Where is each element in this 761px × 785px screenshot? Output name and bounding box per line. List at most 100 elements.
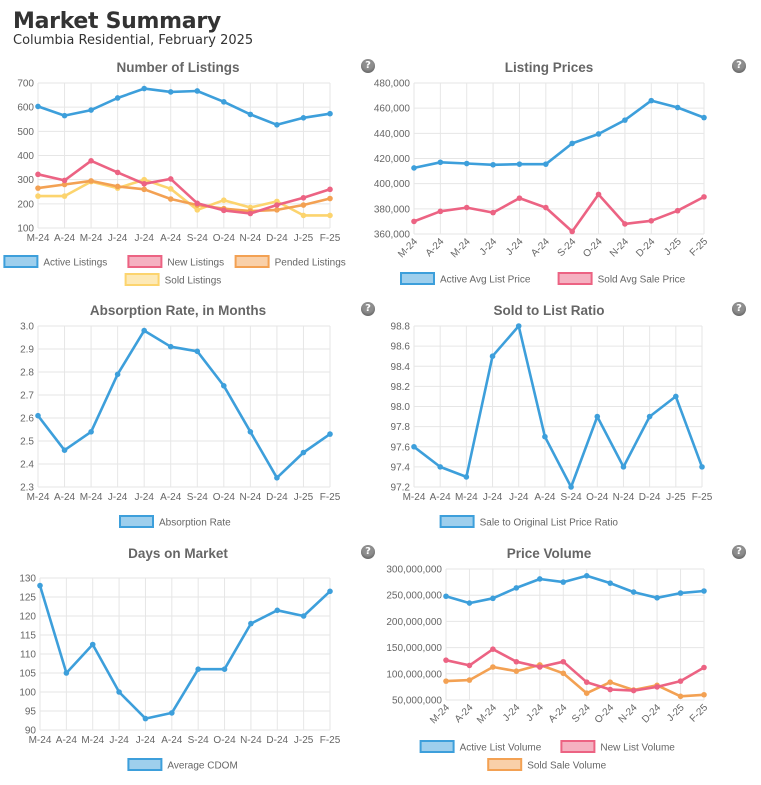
y-tick-label: 700 xyxy=(17,79,34,90)
legend-item: New Listings xyxy=(127,255,224,269)
data-point xyxy=(61,112,68,119)
x-tick-label: S-24 xyxy=(187,233,209,244)
data-point xyxy=(221,383,227,389)
data-point xyxy=(141,176,147,183)
y-tick-label: 95 xyxy=(25,707,37,718)
x-tick-label: M-24 xyxy=(29,735,52,746)
y-tick-label: 98.0 xyxy=(391,402,411,413)
chart-title: Price Volume xyxy=(507,546,592,561)
data-point xyxy=(513,585,520,591)
x-tick-label: S-24 xyxy=(556,236,579,259)
data-point xyxy=(327,195,333,202)
x-tick-label: J-24 xyxy=(483,492,503,503)
data-point xyxy=(463,160,470,167)
data-point xyxy=(654,595,660,601)
data-point xyxy=(274,475,280,481)
x-tick-label: J-24 xyxy=(108,233,128,244)
x-tick-label: O-24 xyxy=(213,492,236,503)
x-tick-label: A-24 xyxy=(56,735,78,746)
data-point xyxy=(701,588,707,594)
x-tick-label: M-24 xyxy=(403,492,426,503)
data-point xyxy=(646,413,653,420)
data-point xyxy=(88,429,94,435)
legend-label: Active Listings xyxy=(43,258,107,269)
y-tick-label: 98.6 xyxy=(391,342,411,353)
x-tick-label: F-25 xyxy=(688,236,711,259)
x-tick-label: D-24 xyxy=(639,492,661,503)
y-tick-label: 90 xyxy=(25,726,37,737)
data-point xyxy=(35,171,41,178)
help-icon[interactable]: ? xyxy=(732,59,746,73)
y-tick-label: 98.2 xyxy=(391,382,411,393)
y-tick-label: 500 xyxy=(17,127,34,138)
x-tick-label: F-25 xyxy=(320,233,341,244)
legend-item: Active Listings xyxy=(3,255,107,269)
data-point xyxy=(61,193,68,199)
legend-item: Pended Listings xyxy=(234,255,346,269)
data-point xyxy=(654,684,660,690)
data-point xyxy=(630,589,637,595)
data-point xyxy=(443,593,449,600)
data-point xyxy=(490,664,496,670)
x-tick-label: S-24 xyxy=(561,492,583,503)
data-point xyxy=(490,646,496,652)
legend-label: Average CDOM xyxy=(167,761,237,772)
y-tick-label: 400 xyxy=(17,151,34,162)
data-point xyxy=(194,88,201,94)
data-point xyxy=(583,690,590,696)
legend-item: Active Avg List Price xyxy=(400,272,531,286)
x-tick-label: J-24 xyxy=(478,236,500,258)
data-point xyxy=(595,131,602,137)
data-point xyxy=(701,691,707,698)
x-tick-label: J-24 xyxy=(134,233,154,244)
help-icon[interactable]: ? xyxy=(361,59,375,73)
legend-label: Active List Volume xyxy=(460,743,542,754)
legend-item: New List Volume xyxy=(560,740,675,754)
y-tick-label: 2.4 xyxy=(20,460,34,471)
price-volume-chart: Price Volume 50,000,000 100,000,000 150,000… xyxy=(386,546,710,772)
data-point xyxy=(630,687,637,694)
series-line xyxy=(412,99,706,170)
x-tick-label: M-24 xyxy=(27,492,50,503)
y-tick-label: 115 xyxy=(20,631,36,642)
data-point xyxy=(169,710,175,716)
data-point xyxy=(274,202,280,208)
legend-swatch xyxy=(439,515,475,528)
y-tick-label: 600 xyxy=(17,103,34,114)
price-volume-chart-panel: Price Volume 50,000,000 100,000,000 150,000… xyxy=(380,541,756,784)
data-point xyxy=(300,449,307,456)
listing-prices-chart: Listing Prices 360,000 380,000 400,000 420,0… xyxy=(374,60,711,286)
data-point xyxy=(89,641,96,648)
y-tick-label: 100 xyxy=(17,224,34,235)
data-point xyxy=(300,202,307,208)
chart-title: Sold to List Ratio xyxy=(494,303,605,318)
data-point xyxy=(489,353,496,359)
data-point xyxy=(490,161,496,168)
x-tick-label: N-24 xyxy=(240,233,262,244)
help-icon[interactable]: ? xyxy=(361,302,375,316)
absorption-rate-chart: Absorption Rate, in Months 2.3 2.4 2.5 2.6 2.… xyxy=(20,303,341,529)
help-icon[interactable]: ? xyxy=(732,302,746,316)
data-point xyxy=(247,111,254,118)
data-point xyxy=(274,122,280,128)
y-tick-label: 300,000,000 xyxy=(386,565,442,576)
legend-label: Active Avg List Price xyxy=(440,275,531,286)
help-icon[interactable]: ? xyxy=(732,545,746,559)
data-point xyxy=(248,620,254,627)
data-point xyxy=(490,595,496,602)
data-point xyxy=(674,104,681,111)
x-tick-label: J-24 xyxy=(109,735,129,746)
series-line xyxy=(36,87,332,127)
data-point xyxy=(167,343,174,350)
data-point xyxy=(327,110,333,117)
data-point xyxy=(221,197,227,204)
data-point xyxy=(327,186,333,193)
data-point xyxy=(463,474,470,480)
y-tick-label: 440,000 xyxy=(374,129,411,140)
data-point xyxy=(167,176,174,182)
x-tick-label: J-24 xyxy=(136,735,156,746)
legend-swatch xyxy=(119,515,154,528)
chart-title: Days on Market xyxy=(128,546,228,561)
legend-swatch xyxy=(127,758,163,771)
help-icon[interactable]: ? xyxy=(361,545,375,559)
